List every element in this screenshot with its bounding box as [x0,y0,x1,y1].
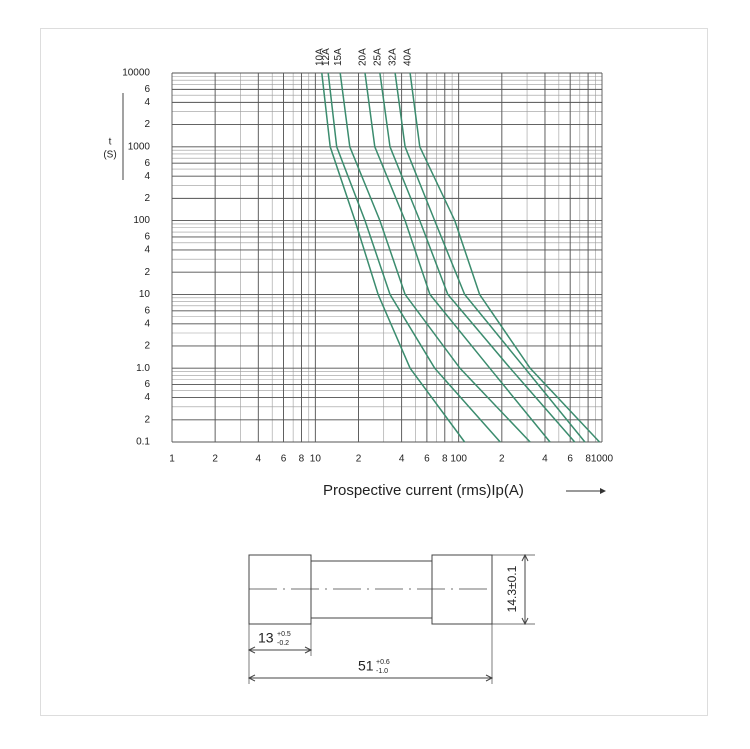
series-label: 20A [358,48,369,66]
y-tick-label: 6 [144,158,150,169]
series-label: 32A [388,48,399,66]
y-tick-label: 2 [144,267,150,278]
fuse-drawing [247,553,535,684]
x-tick-label: 1 [169,454,175,465]
curve [409,72,601,443]
x-tick-label: 6 [567,454,573,465]
x-tick-label: 2 [212,454,218,465]
y-tick-label: 4 [144,392,150,403]
series-label: 12A [321,48,332,66]
length-tol-minus: -1.0 [376,668,388,675]
series-label: 25A [373,48,384,66]
x-tick-label: 10 [310,454,322,465]
x-tick-label: 8 [442,454,448,465]
series-label: 10A [314,48,325,66]
y-tick-label: 2 [144,193,150,204]
x-tick-label: 2 [356,454,362,465]
x-tick-label: 100 [450,454,467,465]
cap-tol-plus: +0.5 [277,631,291,638]
frame [40,28,708,716]
x-tick-label: 1000 [591,454,614,465]
y-axis-label: t [109,137,112,148]
y-tick-label: 6 [144,84,150,95]
y-tick-label: 4 [144,245,150,256]
curve [339,72,531,443]
length-label: 51 [358,658,374,674]
y-tick-label: 2 [144,414,150,425]
y-tick-label: 1000 [128,141,151,152]
series-label: 15A [333,48,344,66]
cap-length-label: 13 [258,630,274,646]
x-tick-label: 8 [585,454,591,465]
curve [379,72,576,443]
x-axis-label: Prospective current (rms)Ip(A) [323,482,524,499]
y-tick-label: 6 [144,379,150,390]
series-label: 40A [403,48,414,66]
y-tick-label: 10000 [122,68,150,79]
y-tick-label: 4 [144,171,150,182]
y-tick-label: 4 [144,318,150,329]
cap-tol-minus: -0.2 [277,640,289,647]
curve [364,72,551,443]
length-tol-plus: +0.6 [376,659,390,666]
y-tick-label: 2 [144,119,150,130]
y-tick-label: 100 [133,215,150,226]
curve [394,72,586,443]
x-arrow [566,488,606,494]
y-tick-label: 2 [144,341,150,352]
x-tick-label: 6 [281,454,287,465]
y-axis-unit: (S) [103,150,116,161]
x-tick-label: 2 [499,454,505,465]
y-tick-label: 6 [144,232,150,243]
y-tick-label: 10 [139,289,151,300]
x-tick-label: 4 [542,454,548,465]
x-tick-label: 6 [424,454,430,465]
diameter-label: 14.3±0.1 [505,565,519,612]
y-tick-label: 4 [144,97,150,108]
y-tick-label: 1.0 [136,363,150,374]
y-tick-label: 6 [144,305,150,316]
x-tick-label: 4 [399,454,405,465]
x-tick-label: 8 [299,454,305,465]
x-tick-label: 4 [256,454,262,465]
curve [327,72,501,443]
curve [321,72,466,443]
y-tick-label: 0.1 [136,437,150,448]
